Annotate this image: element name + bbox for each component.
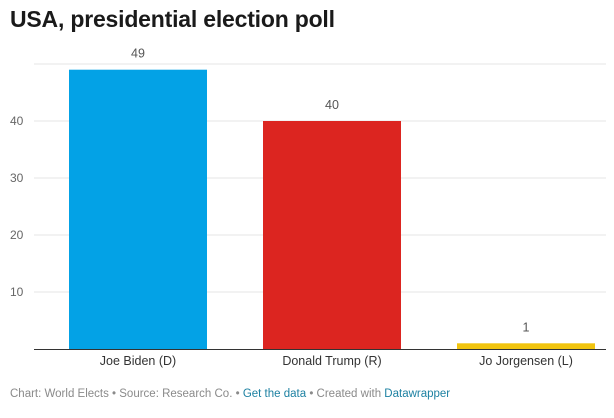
get-the-data-link[interactable]: Get the data: [242, 388, 307, 400]
y-tick-label-40: 40: [10, 114, 24, 128]
bar-3: [457, 343, 595, 349]
bar-value-label-3: 1: [523, 320, 530, 334]
category-label-3: Jo Jorgensen (L): [479, 354, 573, 368]
datawrapper-link[interactable]: Datawrapper: [384, 388, 451, 400]
bar-1: [69, 69, 207, 349]
footer-source: Chart: World Elects • Source: Research C…: [10, 388, 243, 400]
y-tick-label-20: 20: [10, 228, 24, 242]
footer-created: • Created with: [306, 388, 385, 400]
bar-value-label-2: 40: [325, 98, 339, 112]
chart-footer: Chart: World Elects • Source: Research C…: [10, 388, 450, 400]
category-label-1: Joe Biden (D): [100, 354, 176, 368]
chart-title: USA, presidential election poll: [10, 6, 335, 32]
y-tick-label-30: 30: [10, 171, 24, 185]
bar-value-label-1: 49: [131, 47, 145, 61]
bar-chart: 10 20 30 40 49 Joe Biden (D) 40 Donald Trump (R…: [10, 47, 606, 368]
bar-2: [263, 121, 401, 349]
y-tick-label-10: 10: [10, 285, 24, 299]
category-label-2: Donald Trump (R): [282, 354, 381, 368]
